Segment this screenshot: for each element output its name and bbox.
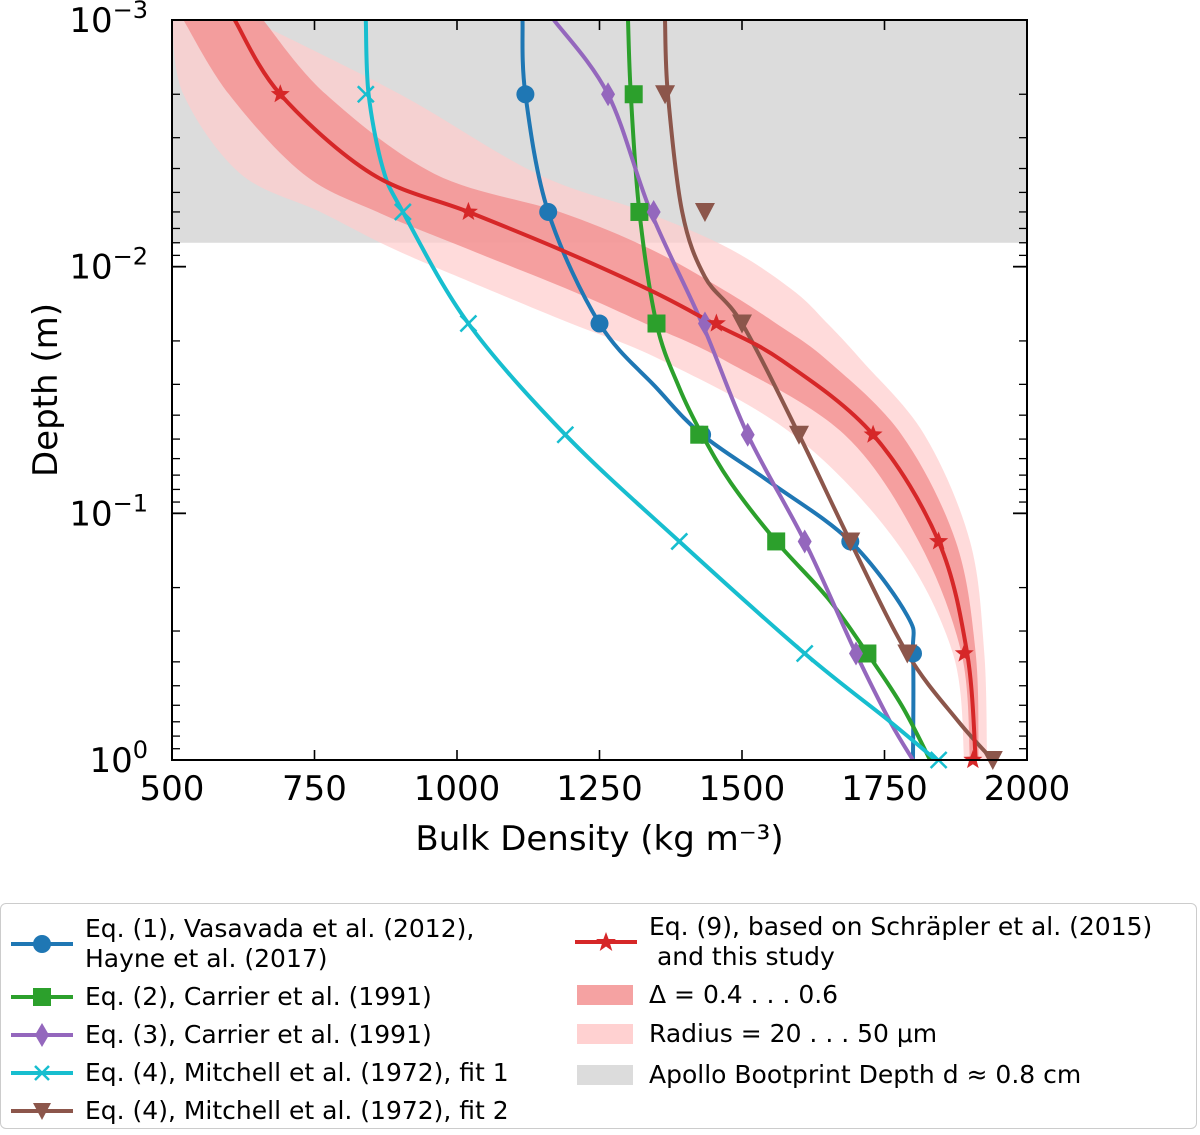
eq9-schrapler-marker: [458, 201, 478, 220]
x-tick-label: 500: [140, 769, 205, 809]
chart-canvas: 500 750 1000 1250 1500 1750 200010−310−210−110…: [26, 0, 1071, 859]
y-tick-label: 10−3: [69, 0, 148, 41]
legend-label: Eq. (1), Vasavada et al. (2012),: [85, 914, 475, 943]
eq9-schrapler-marker: [270, 84, 290, 103]
x-tick-label: 1750: [841, 769, 928, 809]
legend-item-eq4-fit1: Eq. (4), Mitchell et al. (1972), fit 1: [9, 1056, 509, 1090]
eq4-mitchell-fit2-marker: [732, 314, 752, 334]
legend-label: Eq. (4), Mitchell et al. (1972), fit 2: [85, 1096, 509, 1125]
legend-label: Eq. (4), Mitchell et al. (1972), fit 1: [85, 1058, 509, 1087]
eq3-carrier-marker: [601, 82, 616, 107]
eq3-carrier-marker: [797, 529, 812, 554]
legend-label: Eq. (2), Carrier et al. (1991): [85, 982, 432, 1011]
y-tick-label: 10−2: [69, 243, 148, 288]
y-axis-title: Depth (m): [26, 303, 66, 477]
eq9-schrapler-marker: [954, 643, 974, 662]
delta-band: [183, 20, 979, 760]
legend-item-eq3: Eq. (3), Carrier et al. (1991): [9, 1018, 432, 1052]
eq4-mitchell-fit2-marker: [655, 85, 676, 105]
legend-item-eq9: Eq. (9), based on Schräpler et al. (2015…: [573, 912, 1152, 972]
legend-item-delta-band: Δ = 0.4 . . . 0.6: [573, 978, 838, 1012]
eq4-mitchell-fit2-marker: [789, 425, 809, 445]
eq3-carrier-marker: [849, 641, 863, 666]
eq4-mitchell-fit1-marker: [459, 314, 478, 333]
legend-symbol-eq9: [575, 932, 637, 951]
y-tick-exponent: −3: [113, 0, 148, 24]
legend-label: Radius = 20 . . . 50 μm: [649, 1019, 938, 1048]
legend-label: and this study: [649, 942, 835, 971]
legend-symbol-eq4-fit2: [11, 1103, 73, 1120]
eq4-mitchell-fit1-curve: [363, 20, 938, 760]
eq4-mitchell-fit1-marker: [356, 85, 375, 104]
x-tick-label: 2000: [984, 769, 1071, 809]
eq2-carrier-marker: [624, 85, 643, 104]
eq2-carrier-marker: [630, 202, 649, 221]
legend-symbol-delta-band: [577, 985, 633, 1005]
y-tick-label: 10−1: [69, 489, 148, 534]
legend: Eq. (1), Vasavada et al. (2012), Hayne et…: [0, 903, 1197, 1129]
legend-item-eq2: Eq. (2), Carrier et al. (1991): [9, 980, 432, 1014]
y-tick-label: 100: [89, 736, 148, 781]
x-axis-title: Bulk Density (kg m⁻³): [415, 819, 783, 859]
legend-item-radius-band: Radius = 20 . . . 50 μm: [573, 1017, 937, 1051]
eq3-carrier-marker: [740, 422, 755, 447]
eq4-mitchell-fit1-marker: [393, 203, 412, 221]
eq2-carrier-marker: [647, 314, 666, 333]
y-tick-base: 10: [69, 248, 112, 288]
eq4-mitchell-fit2-marker: [694, 202, 715, 222]
eq4-mitchell-fit2-marker: [840, 532, 861, 552]
eq9-schrapler-marker: [863, 424, 883, 443]
eq3-carrier-marker: [646, 199, 661, 224]
legend-label: Apollo Bootprint Depth d ≈ 0.8 cm: [649, 1060, 1082, 1089]
eq2-carrier-marker: [858, 644, 877, 663]
y-tick-exponent: −1: [113, 489, 148, 517]
legend-label: Eq. (3), Carrier et al. (1991): [85, 1020, 432, 1049]
y-tick-exponent: −2: [113, 243, 148, 271]
legend-symbol-eq1: [11, 935, 73, 953]
legend-item-eq1: Eq. (1), Vasavada et al. (2012), Hayne et…: [9, 914, 474, 974]
legend-label: Eq. (9), based on Schräpler et al. (2015…: [649, 912, 1153, 941]
eq9-schrapler-curve: [232, 20, 978, 760]
legend-item-eq4-fit2: Eq. (4), Mitchell et al. (1972), fit 2: [9, 1094, 509, 1128]
y-tick-exponent: 0: [133, 736, 148, 764]
eq4-mitchell-fit1-marker: [795, 644, 814, 663]
y-tick-base: 10: [89, 741, 132, 781]
eq4-mitchell-fit1-marker: [556, 425, 575, 444]
eq2-carrier-marker: [690, 425, 709, 444]
x-tick-label: 1250: [556, 769, 643, 809]
x-tick-label: 1500: [699, 769, 786, 809]
legend-symbol-eq2: [11, 988, 73, 1006]
legend-symbol-apollo-region: [577, 1065, 633, 1085]
eq1-vasavada-marker: [539, 202, 558, 221]
eq3-carrier-marker: [697, 311, 712, 336]
legend-label: Δ = 0.4 . . . 0.6: [649, 980, 839, 1009]
eq1-vasavada-marker: [516, 85, 535, 104]
eq3-carrier-curve: [552, 20, 915, 760]
y-tick-base: 10: [69, 1, 112, 41]
eq1-vasavada-marker: [590, 314, 609, 333]
legend-symbol-radius-band: [577, 1024, 633, 1044]
eq9-schrapler-marker: [706, 313, 726, 332]
legend-symbol-eq4-fit1: [11, 1065, 73, 1081]
eq4-mitchell-fit1-marker: [670, 532, 689, 551]
x-tick-label: 750: [282, 769, 347, 809]
eq2-carrier-marker: [767, 532, 786, 551]
x-tick-label: 1000: [414, 769, 501, 809]
legend-symbol-eq3: [11, 1023, 73, 1047]
eq9-schrapler-marker: [929, 531, 949, 550]
y-tick-base: 10: [69, 494, 112, 534]
legend-item-apollo-region: Apollo Bootprint Depth d ≈ 0.8 cm: [573, 1058, 1081, 1092]
plot-area: [172, 20, 1027, 760]
legend-label: Hayne et al. (2017): [85, 944, 328, 973]
eq4-mitchell-fit2-curve: [663, 20, 995, 760]
eq4-mitchell-fit2-marker: [897, 644, 918, 664]
